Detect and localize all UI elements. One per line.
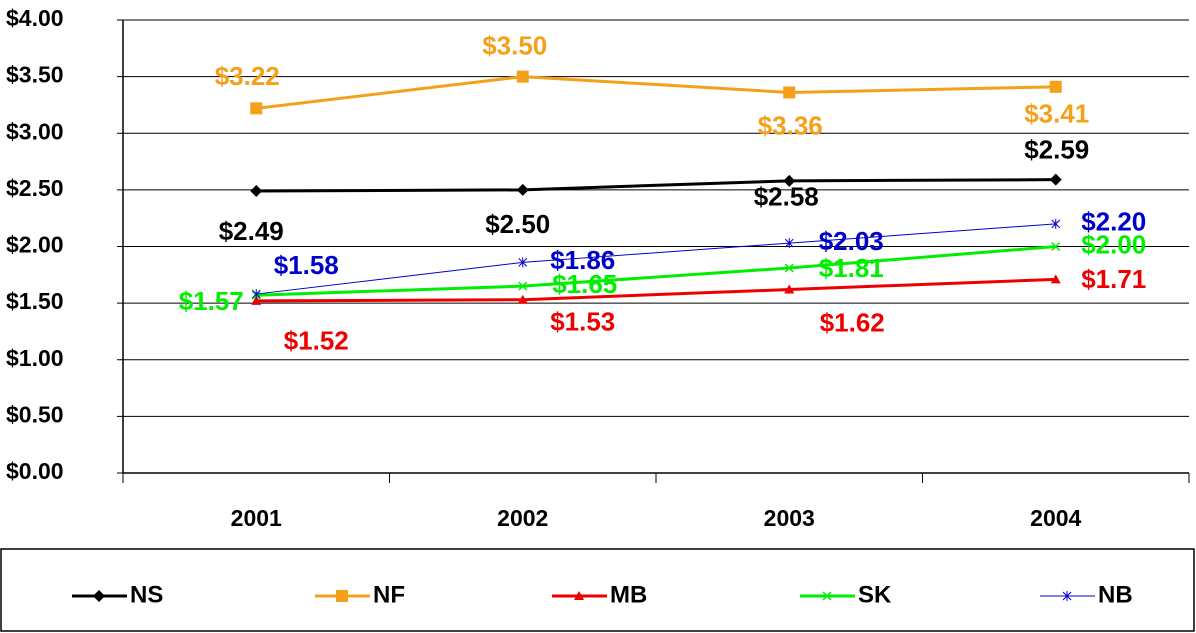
legend-label: NF <box>373 581 405 608</box>
marker <box>518 257 528 268</box>
data-label: $2.20 <box>1081 207 1146 237</box>
marker <box>518 281 528 291</box>
legend-box <box>0 548 1195 632</box>
series-line <box>256 178 1056 193</box>
marker <box>517 294 528 304</box>
legend-label: SK <box>858 581 892 608</box>
legend-label: NS <box>130 581 163 608</box>
legend-marker <box>336 590 348 602</box>
y-tick-label: $2.00 <box>6 232 64 258</box>
marker <box>250 185 263 198</box>
data-label: $2.58 <box>754 182 819 212</box>
data-label: $1.52 <box>284 326 349 356</box>
y-tick-label: $0.00 <box>6 458 64 484</box>
legend-marker <box>1062 591 1072 601</box>
marker <box>251 289 261 300</box>
data-label: $1.81 <box>819 253 884 283</box>
data-label: $3.50 <box>482 31 547 61</box>
marker <box>251 295 262 305</box>
marker <box>1051 241 1061 252</box>
series-line <box>256 75 1056 110</box>
legend-label: NB <box>1098 581 1133 608</box>
data-label: $2.59 <box>1024 135 1089 165</box>
data-label: $1.62 <box>820 307 885 337</box>
data-label: $1.65 <box>552 269 617 299</box>
data-label: $3.41 <box>1024 99 1089 129</box>
data-label: $1.58 <box>274 250 339 280</box>
marker <box>1050 274 1061 284</box>
series-line <box>256 223 1056 295</box>
data-label: $1.57 <box>179 286 244 316</box>
x-tick-label: 2004 <box>1030 505 1081 531</box>
marker <box>1051 218 1061 229</box>
legend-label: MB <box>610 581 647 608</box>
legend-marker <box>574 591 584 600</box>
x-tick-label: 2002 <box>497 505 548 531</box>
legend-marker <box>822 591 832 601</box>
marker <box>783 174 796 187</box>
y-tick-label: $3.50 <box>6 62 64 88</box>
data-label: $2.50 <box>485 209 550 239</box>
data-label: $2.03 <box>819 226 884 256</box>
marker <box>783 86 796 99</box>
y-tick-label: $2.50 <box>6 175 64 201</box>
data-label: $3.36 <box>758 110 823 140</box>
marker <box>784 238 794 249</box>
marker <box>1049 173 1062 186</box>
y-tick-label: $0.50 <box>6 401 64 427</box>
y-tick-label: $1.00 <box>6 345 64 371</box>
data-label: $2.49 <box>219 216 284 246</box>
series-line <box>256 245 1056 297</box>
marker <box>250 102 263 115</box>
y-tick-label: $3.00 <box>6 118 64 144</box>
data-label: $3.22 <box>215 61 280 91</box>
data-label: $1.53 <box>550 307 615 337</box>
x-tick-label: 2001 <box>231 505 282 531</box>
marker <box>784 263 794 273</box>
series-line <box>256 277 1056 303</box>
data-label: $1.86 <box>550 245 615 275</box>
legend-marker <box>93 590 105 602</box>
marker <box>1049 80 1062 93</box>
data-label: $1.71 <box>1081 264 1146 294</box>
data-label: $2.00 <box>1081 229 1146 259</box>
marker <box>784 284 795 294</box>
y-tick-label: $4.00 <box>6 5 64 31</box>
x-tick-label: 2003 <box>764 505 815 531</box>
marker <box>516 183 529 196</box>
marker <box>516 70 529 83</box>
y-tick-label: $1.50 <box>6 288 64 314</box>
